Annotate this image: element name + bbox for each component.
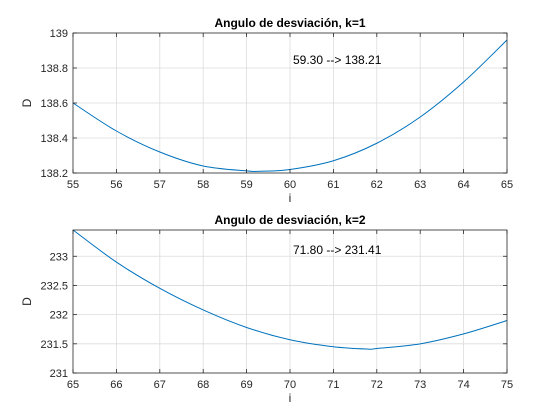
x-tick-label: 55: [67, 179, 79, 191]
x-tick-label: 70: [284, 379, 296, 391]
y-tick-label: 138.4: [40, 133, 68, 145]
x-axis-label: i: [289, 191, 292, 205]
x-tick-label: 74: [457, 379, 469, 391]
x-tick-label: 58: [197, 179, 209, 191]
x-tick-label: 65: [67, 379, 79, 391]
min-annotation: 59.30 --> 138.21: [293, 53, 382, 67]
y-axis-label: D: [20, 98, 34, 107]
x-tick-label: 62: [371, 179, 383, 191]
subplot-1: 55 56 57 58 59 60 61 62 63 64 65 138.2 138.4 138.6 138…: [20, 16, 513, 205]
series-line-1: [72, 229, 508, 350]
series-line-1: [72, 39, 508, 172]
y-tick-label: 232: [50, 310, 68, 322]
y-axis-label: D: [20, 297, 34, 306]
subplot-2: 65 66 67 68 69 70 71 72 73 74 75 231 231.5 232 232.5 23…: [20, 213, 513, 405]
x-tick-label: 61: [327, 179, 339, 191]
x-axis-label: i: [289, 391, 292, 405]
x-tick-label: 69: [240, 379, 252, 391]
x-tick-label: 68: [197, 379, 209, 391]
x-tick-label: 66: [110, 379, 122, 391]
min-annotation: 71.80 --> 231.41: [293, 243, 382, 257]
x-tick-label: 73: [414, 379, 426, 391]
y-tick-label: 233: [50, 251, 68, 263]
x-tick-label: 71: [327, 379, 339, 391]
x-tick-label: 60: [284, 179, 296, 191]
x-tick-label: 65: [501, 179, 513, 191]
x-tick-label: 56: [110, 179, 122, 191]
y-tick-label: 231: [50, 368, 68, 380]
x-tick-label: 57: [154, 179, 166, 191]
x-tick-label: 59: [240, 179, 252, 191]
x-tick-label: 64: [457, 179, 469, 191]
x-tick-label: 63: [414, 179, 426, 191]
chart-title: Angulo de desviación, k=1: [214, 16, 365, 30]
x-tick-label: 75: [501, 379, 513, 391]
x-tick-label: 72: [371, 379, 383, 391]
y-tick-label: 231.5: [40, 339, 68, 351]
y-tick-label: 138.6: [40, 98, 68, 110]
y-tick-label: 232.5: [40, 280, 68, 292]
y-tick-label: 139: [50, 28, 68, 40]
x-tick-label: 67: [154, 379, 166, 391]
y-tick-label: 138.2: [40, 168, 68, 180]
chart-title: Angulo de desviación, k=2: [214, 213, 365, 227]
y-tick-label: 138.8: [40, 63, 68, 75]
